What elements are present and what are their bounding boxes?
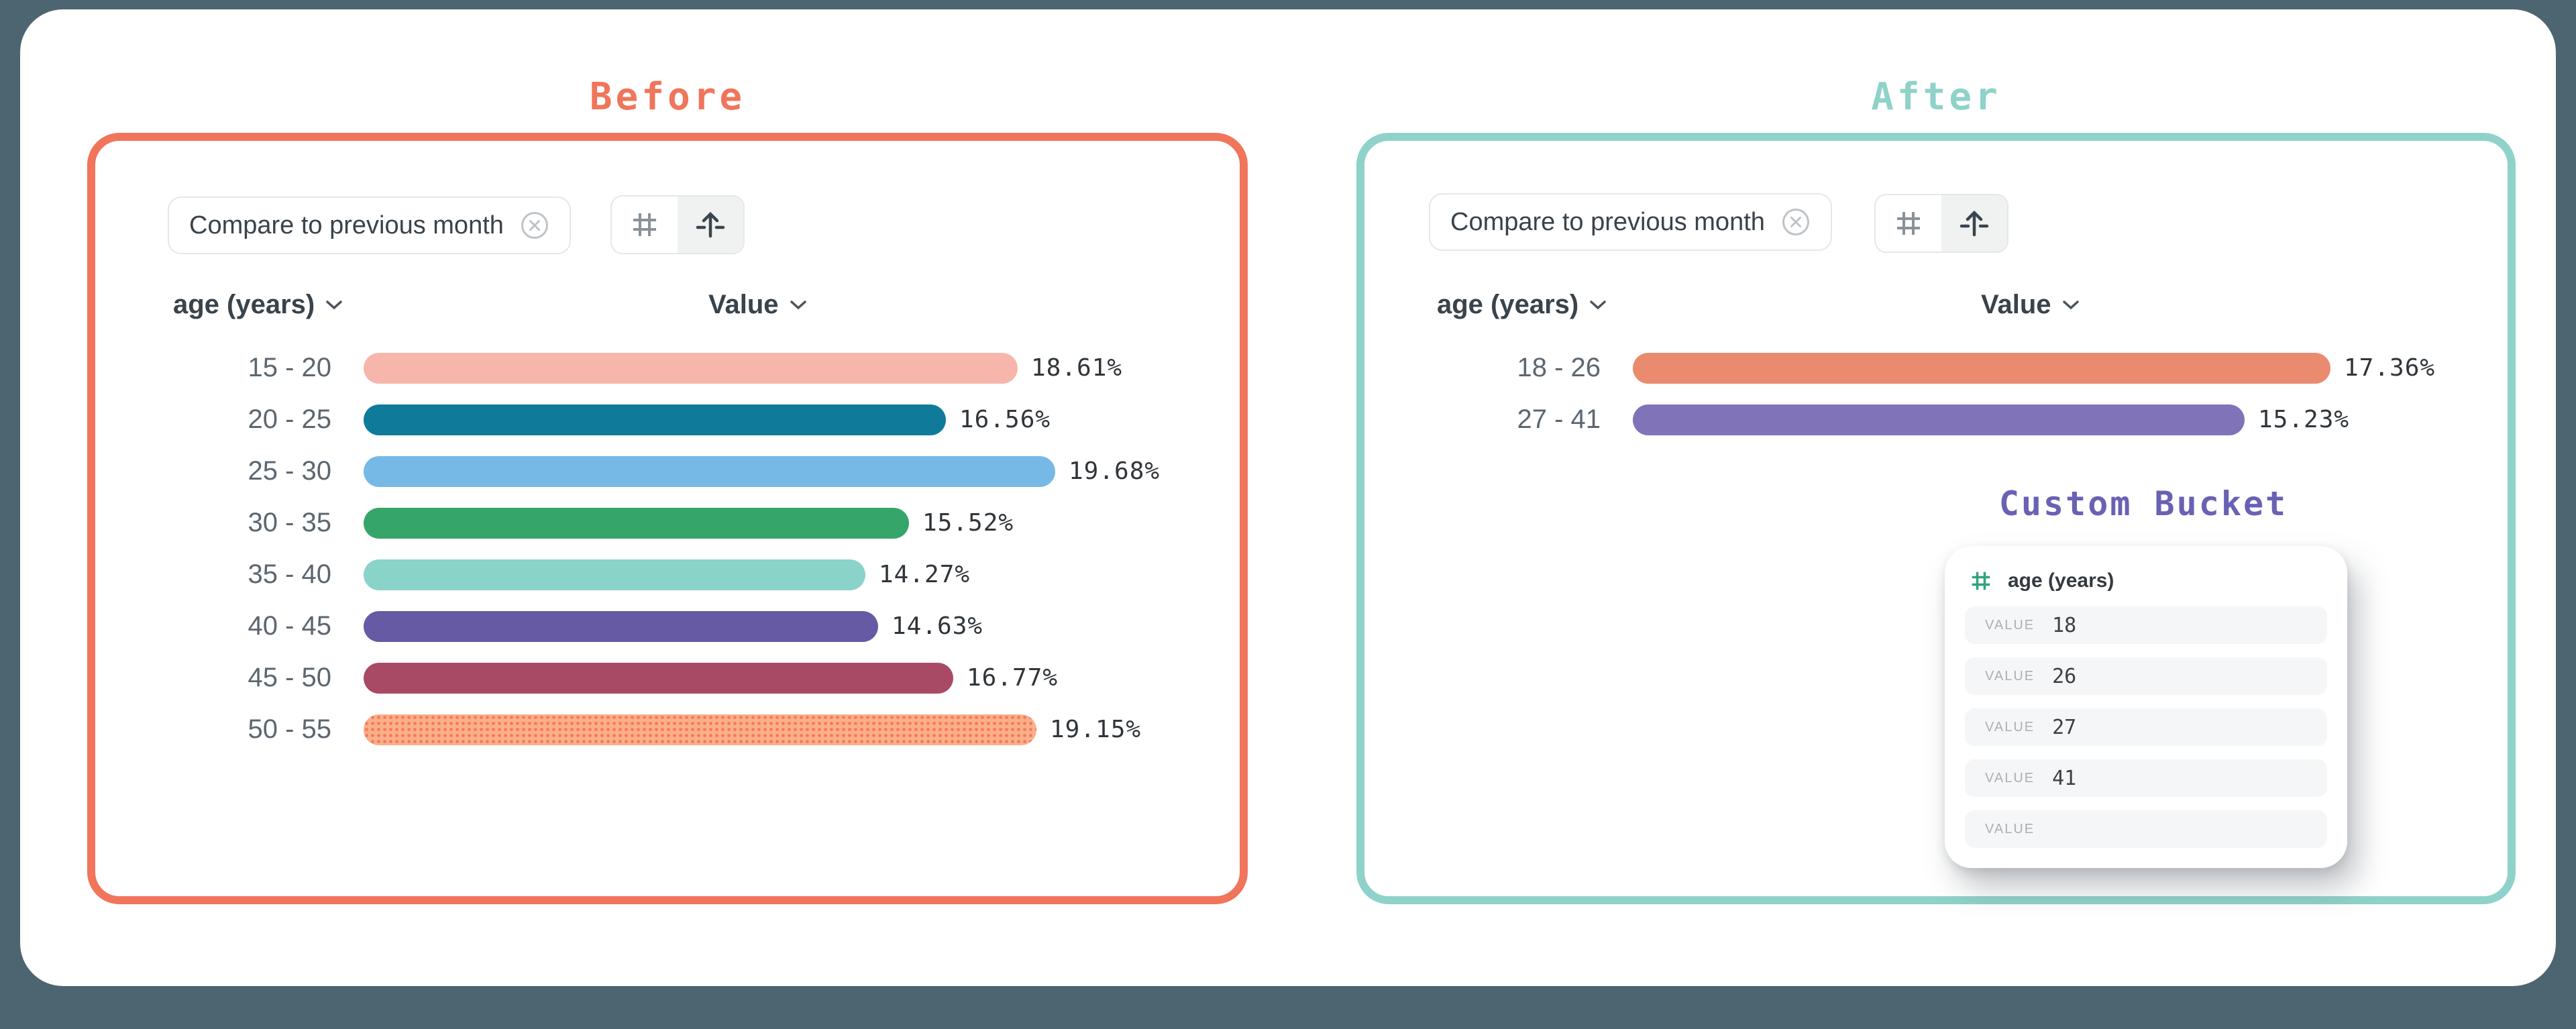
bar-value-label: 14.27% <box>879 561 971 588</box>
bucket-value-label: VALUE <box>1985 770 2035 786</box>
bar-value-label: 16.56% <box>959 406 1051 433</box>
chart-toolbar <box>1874 194 2008 253</box>
value-bar[interactable] <box>364 507 909 539</box>
bar-row: 50 - 55 19.15% <box>95 704 1240 755</box>
bar-value-label: 18.61% <box>1031 354 1123 382</box>
bar-category-label: 35 - 40 <box>248 559 331 589</box>
arrow-up-axis-icon <box>694 209 727 241</box>
bar-row: 25 - 30 19.68% <box>95 445 1240 497</box>
bucket-value-label: VALUE <box>1985 821 2035 836</box>
column-header-value[interactable]: Value <box>708 290 807 320</box>
bar-orientation-button[interactable] <box>678 197 743 253</box>
hash-grid-button[interactable] <box>612 197 678 253</box>
column-header-value[interactable]: Value <box>1981 290 2080 320</box>
panel-before: Compare to previous month <box>87 133 1248 904</box>
custom-bucket-header: age (years) <box>1965 565 2327 606</box>
bar-value-label: 16.77% <box>967 664 1059 692</box>
hash-icon <box>1969 569 1993 593</box>
bar-row: 35 - 40 14.27% <box>95 549 1240 600</box>
bar-value-label: 15.52% <box>922 509 1014 537</box>
bucket-value-input[interactable]: VALUE 18 <box>1965 606 2327 644</box>
value-bar[interactable] <box>364 404 946 435</box>
bar-row: 18 - 26 17.36% <box>1364 342 2508 394</box>
circle-x-icon[interactable] <box>520 211 549 240</box>
bucket-value-input[interactable]: VALUE 27 <box>1965 708 2327 746</box>
chevron-down-icon <box>2062 300 2079 309</box>
bar-category-label: 18 - 26 <box>1517 353 1601 382</box>
bucket-value-label: VALUE <box>1985 719 2035 735</box>
bar-category-label: 30 - 35 <box>248 508 331 537</box>
bucket-value-text: 41 <box>2052 766 2077 790</box>
bucket-value-text: 27 <box>2052 715 2077 739</box>
after-title: After <box>1871 75 2001 119</box>
bar-value-label: 15.23% <box>2258 406 2350 433</box>
bar-category-label: 50 - 55 <box>248 714 331 744</box>
bar-row: 45 - 50 16.77% <box>95 652 1240 704</box>
compare-chip-label: Compare to previous month <box>1450 207 1765 236</box>
custom-bucket-field-label: age (years) <box>2008 570 2114 592</box>
compare-chip[interactable]: Compare to previous month <box>1429 193 1832 251</box>
bucket-value-label: VALUE <box>1985 617 2035 633</box>
custom-bucket-rows: VALUE 18 VALUE 26 VALUE 27 VALUE 41 VALUE <box>1965 606 2327 848</box>
bar-value-label: 19.68% <box>1069 457 1161 485</box>
bucket-value-input[interactable]: VALUE 41 <box>1965 759 2327 797</box>
circle-x-icon[interactable] <box>1781 207 1811 237</box>
column-header-dimension-label: age (years) <box>173 290 315 319</box>
column-header-value-label: Value <box>708 290 779 319</box>
bar-chart-after: 18 - 26 17.36% 27 - 41 15.23% <box>1364 342 2508 445</box>
value-bar[interactable] <box>364 610 878 642</box>
bucket-value-text: 26 <box>2052 664 2077 688</box>
bar-category-label: 45 - 50 <box>248 663 331 692</box>
chevron-down-icon <box>790 300 806 309</box>
value-bar[interactable] <box>1633 404 2245 435</box>
bar-category-label: 15 - 20 <box>248 353 331 382</box>
bar-row: 15 - 20 18.61% <box>95 342 1240 394</box>
bucket-value-label: VALUE <box>1985 668 2035 684</box>
column-header-value-label: Value <box>1981 290 2051 319</box>
bar-category-label: 25 - 30 <box>248 456 331 486</box>
value-bar[interactable] <box>364 559 865 590</box>
chevron-down-icon <box>326 300 342 309</box>
custom-bucket-title: Custom Bucket <box>1998 484 2288 523</box>
column-header-dimension-label: age (years) <box>1437 290 1579 319</box>
chevron-down-icon <box>1590 300 1606 309</box>
value-bar[interactable] <box>364 714 1036 745</box>
custom-bucket-card: age (years) VALUE 18 VALUE 26 VALUE 27 VALUE 41… <box>1945 546 2347 868</box>
bucket-value-input[interactable]: VALUE <box>1965 810 2327 848</box>
bar-value-label: 17.36% <box>2344 354 2436 382</box>
compare-chip-label: Compare to previous month <box>189 211 504 239</box>
bar-orientation-button[interactable] <box>1941 195 2007 252</box>
value-bar[interactable] <box>364 352 1018 384</box>
bar-value-label: 19.15% <box>1050 716 1142 743</box>
compare-chip[interactable]: Compare to previous month <box>168 197 571 254</box>
bar-row: 27 - 41 15.23% <box>1364 394 2508 445</box>
bar-category-label: 27 - 41 <box>1517 404 1601 434</box>
value-bar[interactable] <box>364 662 953 694</box>
bar-category-label: 20 - 25 <box>248 404 331 434</box>
column-header-dimension[interactable]: age (years) <box>1437 290 1607 320</box>
panel-after: Compare to previous month <box>1356 133 2516 904</box>
bar-row: 20 - 25 16.56% <box>95 394 1240 445</box>
hash-grid-icon <box>629 209 660 240</box>
hash-grid-icon <box>1893 208 1924 239</box>
column-header-dimension[interactable]: age (years) <box>173 290 343 320</box>
bar-chart-before: 15 - 20 18.61% 20 - 25 16.56% 25 - 30 19.68% 3… <box>95 342 1240 755</box>
bar-row: 30 - 35 15.52% <box>95 497 1240 549</box>
value-bar[interactable] <box>1633 352 2330 384</box>
value-bar[interactable] <box>364 455 1055 487</box>
bar-value-label: 14.63% <box>892 612 983 640</box>
canvas-card: Before After Compare to previous month <box>20 9 2556 986</box>
bucket-value-input[interactable]: VALUE 26 <box>1965 657 2327 695</box>
bucket-value-text: 18 <box>2052 613 2077 637</box>
hash-grid-button[interactable] <box>1876 195 1941 252</box>
bar-category-label: 40 - 45 <box>248 611 331 641</box>
chart-toolbar <box>610 195 745 254</box>
arrow-up-axis-icon <box>1958 207 1990 239</box>
before-title: Before <box>589 75 746 119</box>
bar-row: 40 - 45 14.63% <box>95 600 1240 652</box>
